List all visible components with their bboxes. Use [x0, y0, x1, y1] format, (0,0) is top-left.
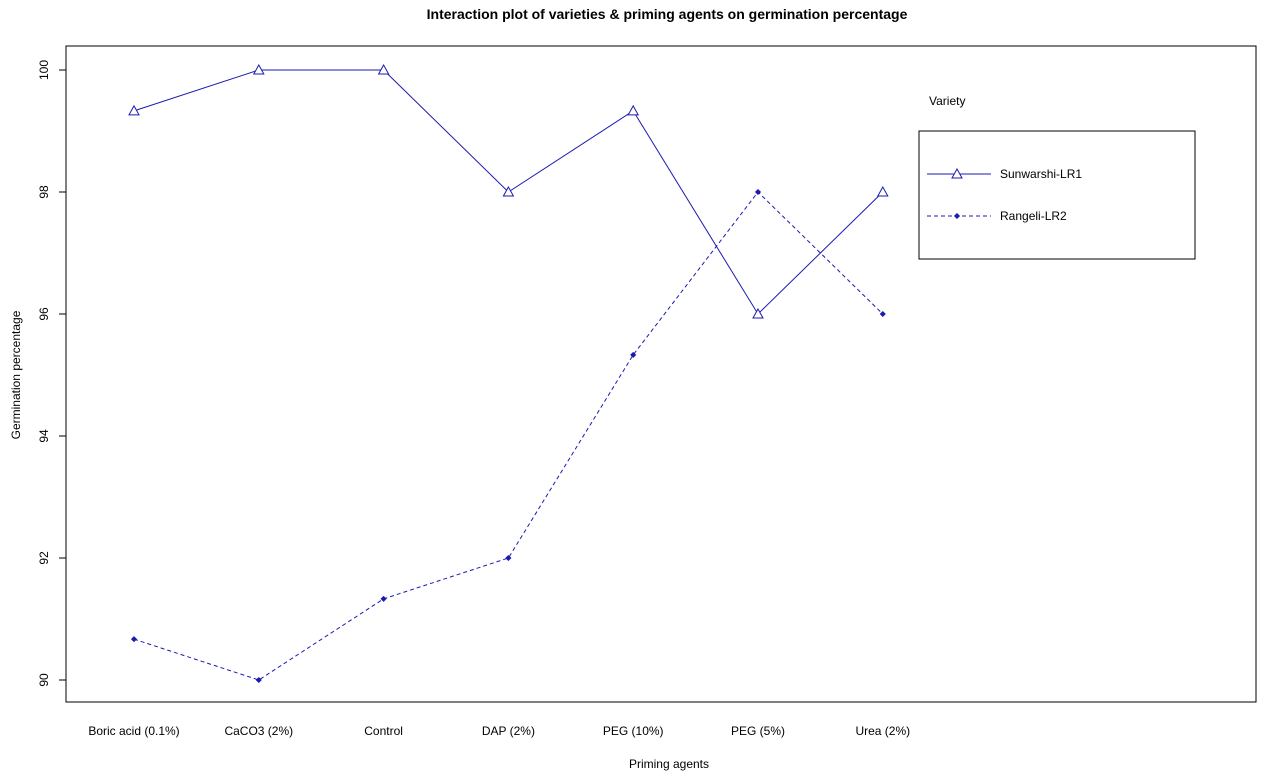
- legend-items: Sunwarshi-LR1 Rangeli-LR2: [927, 167, 1082, 223]
- data-point: [252, 63, 265, 75]
- y-tick-label: 90: [37, 673, 51, 687]
- y-tick-label: 96: [37, 307, 51, 321]
- x-tick-label: Urea (2%): [855, 724, 910, 738]
- x-tick-label: Boric acid (0.1%): [88, 724, 179, 738]
- data-point: [630, 351, 637, 359]
- y-tick-label: 100: [37, 60, 51, 80]
- y-tick-label: 92: [37, 551, 51, 565]
- y-axis: 90 92 94 96 98 100: [37, 60, 67, 687]
- data-point: [879, 310, 886, 318]
- x-tick-label: PEG (5%): [731, 724, 785, 738]
- data-point: [377, 63, 390, 75]
- legend-item: Sunwarshi-LR1: [927, 167, 1082, 181]
- legend-box: [918, 130, 1196, 260]
- chart-title: Interaction plot of varieties & priming …: [427, 6, 908, 22]
- legend: Variety Sunwarshi-LR1 Rangeli-LR2: [918, 94, 1196, 260]
- legend-item: Rangeli-LR2: [927, 209, 1067, 223]
- data-point: [130, 635, 138, 643]
- x-tick-label: CaCO3 (2%): [224, 724, 293, 738]
- legend-label: Sunwarshi-LR1: [1000, 167, 1082, 181]
- legend-marker: [951, 167, 963, 179]
- legend-title: Variety: [929, 94, 965, 108]
- x-tick-label: DAP (2%): [482, 724, 535, 738]
- x-tick-label: PEG (10%): [603, 724, 664, 738]
- data-point: [380, 595, 387, 603]
- series-sunwarshi-lr1: [128, 63, 889, 319]
- data-point: [502, 185, 515, 197]
- y-tick-label: 94: [37, 429, 51, 443]
- data-point: [627, 104, 640, 116]
- legend-label: Rangeli-LR2: [1000, 209, 1067, 223]
- y-tick-label: 98: [37, 185, 51, 199]
- data-point: [255, 676, 262, 684]
- data-point: [876, 185, 889, 197]
- series-line: [133, 191, 884, 681]
- data-point: [505, 554, 512, 562]
- data-point: [754, 188, 762, 196]
- data-point: [128, 104, 140, 116]
- x-axis-label: Priming agents: [629, 757, 709, 771]
- plot-frame: [65, 45, 1257, 703]
- data-point: [752, 307, 764, 319]
- series-layer: [128, 63, 889, 684]
- legend-marker: [953, 212, 961, 220]
- x-axis: Boric acid (0.1%) CaCO3 (2%) Control DAP (2…: [88, 724, 910, 738]
- series-rangeli-lr2: [130, 188, 886, 684]
- y-axis-label: Germination percentage: [9, 310, 23, 439]
- x-tick-label: Control: [364, 724, 403, 738]
